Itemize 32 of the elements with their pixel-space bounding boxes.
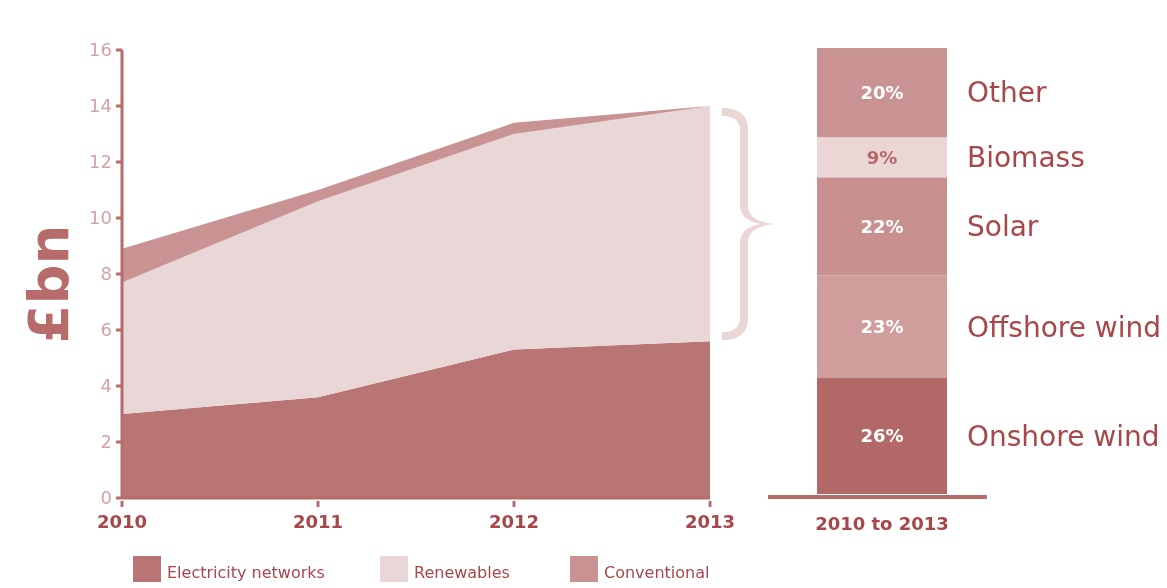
y-tick-label: 12 — [89, 151, 112, 173]
data-label: 9% — [866, 146, 898, 168]
y-tick-label: 0 — [100, 487, 112, 509]
x-tick-label: 2013 — [684, 511, 736, 532]
series-label: Offshore wind — [967, 310, 1162, 344]
x-tick-label: 2012 — [488, 511, 540, 532]
y-tick-label: 6 — [100, 319, 112, 341]
legend-label: Renewables — [414, 563, 510, 582]
x-tick-label: 2011 — [292, 511, 344, 532]
series-label: Biomass — [967, 141, 1085, 175]
bar — [817, 137, 947, 178]
y-tick-label: 10 — [89, 207, 112, 229]
bar — [817, 275, 947, 379]
y-axis-title: £bn — [16, 224, 81, 344]
y-tick-label: 2 — [100, 431, 112, 453]
y-tick-label: 14 — [89, 95, 112, 117]
legend-label: Conventional — [604, 563, 710, 582]
bar — [817, 48, 947, 138]
series-label: Solar — [967, 210, 1039, 244]
bar — [817, 177, 947, 276]
y-tick-label: 8 — [100, 263, 112, 285]
x-tick-label: 2010 to 2013 — [815, 513, 949, 534]
data-label: 22% — [860, 215, 904, 237]
y-tick-label: 16 — [89, 39, 112, 61]
series-label: Onshore wind — [967, 419, 1160, 453]
x-tick-label: 2010 — [96, 511, 148, 532]
data-label: 20% — [860, 81, 904, 103]
data-label: 26% — [860, 425, 904, 447]
data-label: 23% — [860, 316, 904, 338]
series-label: Other — [967, 76, 1047, 110]
y-tick-label: 4 — [100, 375, 112, 397]
legend-label: Electricity networks — [167, 563, 325, 582]
